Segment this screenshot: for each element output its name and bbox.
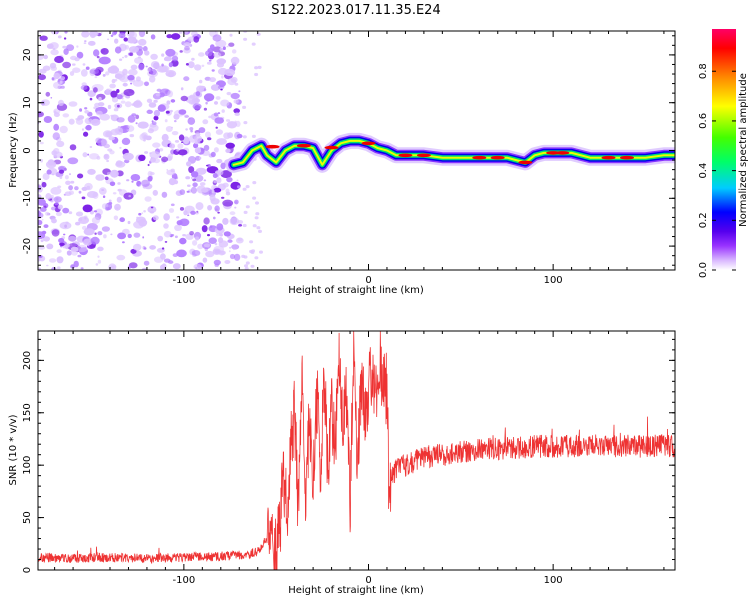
ridge-hotspot [361, 141, 376, 146]
colorbar-tick-label: 0.8 [698, 63, 709, 79]
colorbar-tick-label: 0.6 [698, 113, 709, 129]
x-tick-label: 0 [365, 575, 371, 586]
ridge-hotspot [416, 153, 431, 158]
spectrogram-x-axis-label: Height of straight line (km) [288, 285, 424, 296]
y-tick-label: -10 [22, 190, 33, 206]
colorbar-tick-label: 0.4 [698, 163, 709, 179]
x-tick-label: -100 [173, 575, 196, 586]
ridge-hotspot [601, 155, 616, 160]
figure-title: S122.2023.017.11.35.E24 [271, 3, 440, 18]
ridge-hotspot [555, 151, 570, 155]
spectrogram-y-axis-label: Frequency (Hz) [8, 112, 19, 188]
y-tick-label: 10 [22, 96, 33, 109]
spectrogram-plot-area [38, 31, 675, 270]
y-tick-label: 150 [22, 403, 33, 422]
ridge-hotspot [296, 143, 311, 148]
ridge-hotspot [518, 160, 533, 165]
y-tick-label: -20 [22, 238, 33, 254]
ridge-hotspot [620, 155, 634, 160]
ridge-hotspot [490, 155, 505, 160]
snr-x-axis-label: Height of straight line (km) [288, 585, 424, 596]
y-tick-label: 0 [22, 147, 33, 153]
colorbar-gradient [712, 29, 736, 270]
snr-plot-area [38, 331, 675, 570]
colorbar-label: Normalized spectral amplitude [738, 73, 749, 227]
spectrogram-noise-speckle [38, 31, 263, 270]
x-tick-label: 0 [365, 275, 371, 286]
y-tick-label: 100 [22, 456, 33, 475]
x-tick-label: -100 [173, 275, 196, 286]
snr-axes: -100 0 100 0 50 100 150 200 [22, 331, 675, 586]
y-tick-label: 50 [22, 511, 33, 524]
snr-y-axis-label: SNR (10 * v/v) [8, 414, 19, 485]
ridge-hotspot [324, 145, 339, 150]
x-tick-label: 100 [544, 275, 563, 286]
colorbar-tick-label: 0.0 [698, 262, 709, 278]
colorbar-ticks: 0.0 0.2 0.4 0.6 0.8 [698, 63, 736, 278]
colorbar-tick-label: 0.2 [698, 212, 709, 228]
snr-panel: -100 0 100 0 50 100 150 200 Height of straight … [8, 330, 676, 596]
colorbar: 0.0 0.2 0.4 0.6 0.8 Normalized spectral ampl… [698, 29, 749, 278]
y-tick-label: 0 [22, 567, 33, 573]
x-tick-label: 100 [544, 575, 563, 586]
ridge-hotspot [265, 144, 280, 149]
y-tick-label: 20 [22, 49, 33, 62]
snr-frame [37, 330, 676, 571]
snr-series-line [38, 331, 675, 570]
ridge-hotspot [472, 155, 487, 160]
y-tick-label: 200 [22, 351, 33, 370]
ridge-hotspot [398, 153, 413, 158]
spectrogram-ridge [225, 132, 675, 173]
